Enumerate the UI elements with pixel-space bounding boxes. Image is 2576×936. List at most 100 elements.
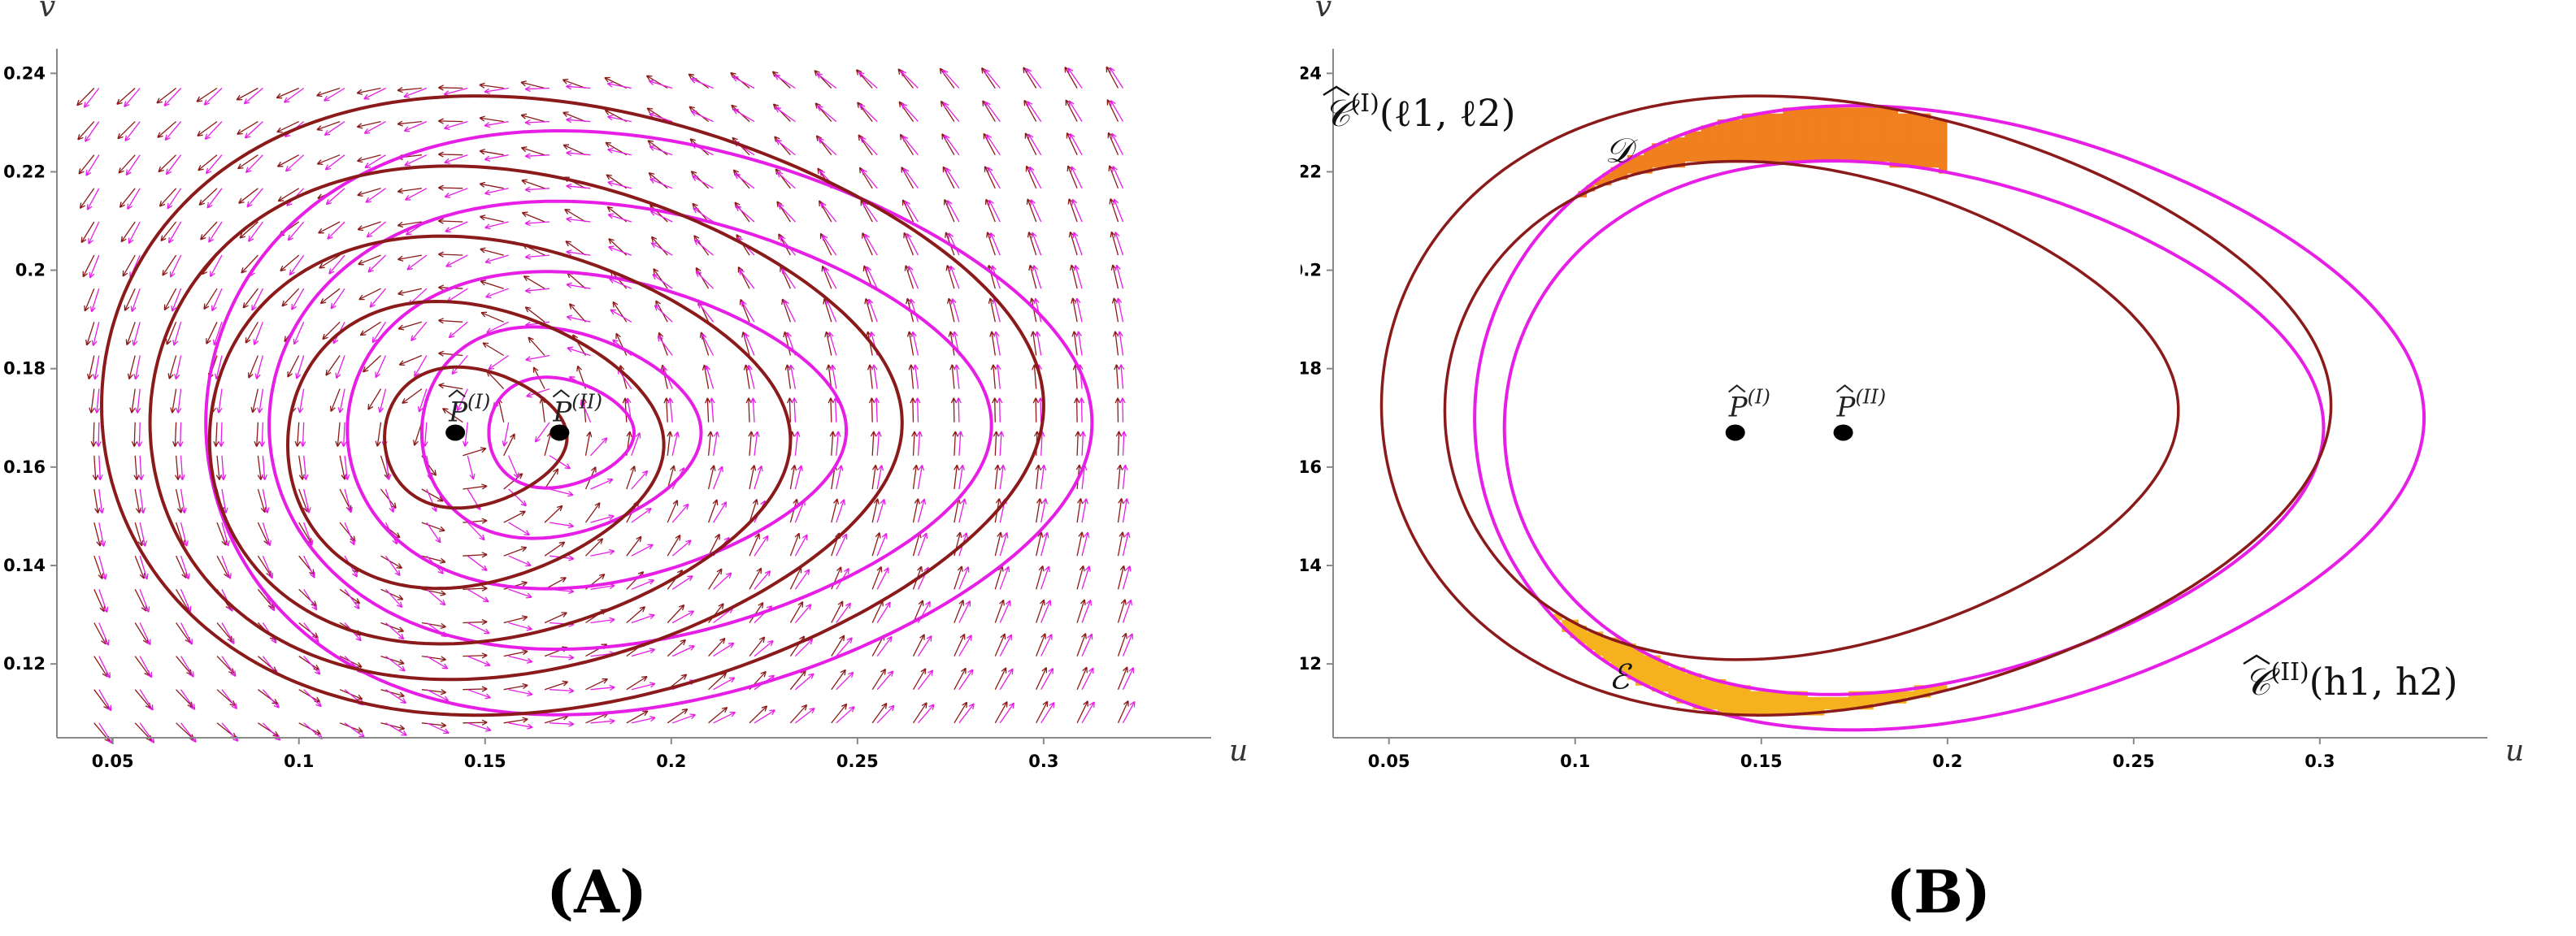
region-d-fill [1914,149,1923,156]
region-d-fill [1905,155,1915,162]
region-e-fill [1823,696,1833,704]
direction-arrow [1079,397,1085,422]
direction-arrow [245,154,263,174]
region-d-fill [1881,125,1890,132]
region-d-fill [1840,125,1849,132]
direction-arrow [215,455,223,481]
direction-arrow [463,447,487,457]
direction-arrow [1074,397,1080,422]
region-d-fill [1905,113,1915,120]
direction-arrow [1122,700,1136,724]
region-d-fill [1791,125,1801,132]
direction-arrow [690,171,710,189]
region-d-fill [1865,149,1874,156]
direction-arrow [367,254,386,273]
region-d-fill [1840,137,1849,144]
region-d-fill [1733,119,1743,126]
direction-arrow [177,422,184,448]
direction-arrow [367,388,382,410]
region-d-fill [1938,125,1948,132]
direction-arrow [746,364,755,389]
region-e-fill [1766,696,1775,704]
region-e-fill [1635,673,1644,680]
direction-arrow [667,431,673,456]
direction-arrow [1081,633,1093,656]
region-e-fill [1692,685,1702,692]
direction-arrow [1036,531,1044,557]
region-d-fill [1857,137,1866,144]
direction-arrow [671,610,695,624]
region-d-fill [1676,149,1686,156]
region-d-fill [1799,125,1809,132]
direction-arrow [463,686,488,692]
direction-arrow [1122,633,1134,656]
region-d-fill [1857,131,1866,138]
direction-arrow [1076,565,1085,590]
direction-arrow [262,555,274,579]
region-e-fill [1741,708,1751,716]
direction-arrow [139,722,155,743]
direction-arrow [823,266,837,289]
direction-arrow [221,689,238,709]
region-e-fill [1733,685,1743,692]
direction-arrow [566,150,591,157]
direction-arrow [139,556,149,580]
region-d-fill [1602,173,1612,180]
direction-arrow [789,532,801,557]
direction-arrow [794,604,812,623]
region-e-fill [1602,644,1612,650]
region-e-fill [1610,649,1620,656]
region-e-fill [1741,696,1751,704]
direction-arrow [794,465,803,490]
direction-arrow [712,431,720,456]
direction-arrow [404,188,428,201]
region-d-fill [1775,155,1783,162]
region-e-fill [1701,678,1710,686]
direction-arrow [544,680,568,691]
region-e-fill [1725,708,1735,716]
region-d-fill [1709,143,1718,150]
direction-arrow [831,703,848,724]
region-e-fill [1922,685,1931,692]
region-d-fill [1881,149,1890,156]
direction-arrow [508,455,519,479]
region-d-fill [1644,161,1653,168]
region-d-fill [1840,143,1849,150]
direction-arrow [774,74,796,89]
region-d-fill [1766,149,1775,156]
direction-arrow [738,269,755,289]
direction-arrow [180,656,194,678]
direction-arrow [1071,331,1078,356]
region-d-fill [1889,149,1899,156]
direction-arrow [905,200,919,223]
region-e-fill [1775,691,1783,698]
direction-arrow [482,342,505,357]
direction-arrow [741,301,755,323]
direction-arrow [950,298,960,323]
region-d-fill [1791,137,1801,144]
direction-arrow [180,555,190,580]
direction-arrow [421,622,446,630]
direction-arrow [836,499,846,523]
direction-arrow [242,288,258,309]
region-e-fill [1881,696,1890,704]
region-d-fill [1873,125,1882,132]
direction-arrow [997,397,1003,422]
region-d-fill [1668,155,1677,162]
direction-arrow [456,388,468,412]
direction-arrow [421,655,446,662]
region-d-fill [1660,149,1669,156]
direction-arrow [463,618,488,626]
direction-arrow [98,622,110,646]
direction-arrow [129,388,136,414]
direction-arrow [158,154,177,173]
direction-arrow [198,154,218,171]
direction-arrow [993,431,999,456]
direction-arrow [876,567,889,590]
direction-arrow [1114,264,1124,289]
panel-b: 0.05 0.1 0.15 0.2 0.25 0.3 0.12 0.14 0.16 0.18 0.2… [1301,0,2576,936]
direction-arrow [693,207,714,223]
region-e-fill [1602,649,1612,656]
region-d-fill [1831,131,1841,138]
direction-arrow [327,221,345,240]
